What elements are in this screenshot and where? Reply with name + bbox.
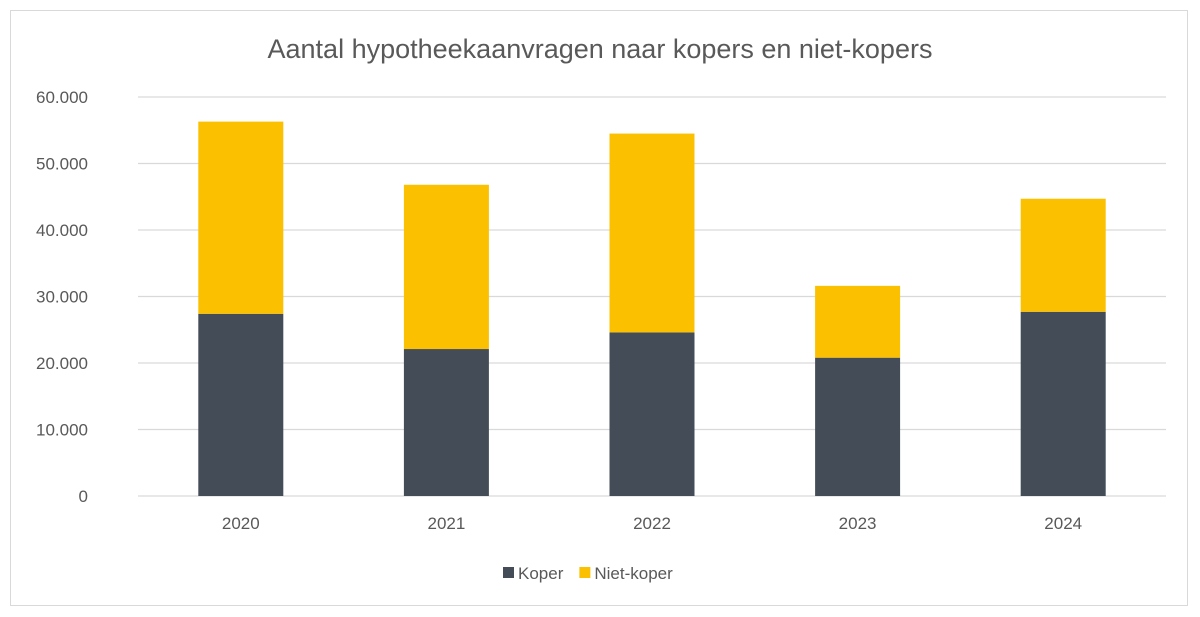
bar-koper-2020 — [198, 313, 284, 496]
x-tick-label: 2021 — [427, 514, 465, 533]
bar-koper-2021 — [403, 349, 489, 496]
bar-niet-koper-2023 — [815, 285, 901, 358]
bar-niet-koper-2022 — [609, 133, 695, 333]
y-tick-label: 0 — [79, 487, 88, 506]
y-tick-label: 60.000 — [36, 88, 88, 107]
y-tick-label: 50.000 — [36, 155, 88, 174]
x-tick-label: 2022 — [633, 514, 671, 533]
bar-niet-koper-2021 — [403, 184, 489, 350]
chart-frame — [10, 10, 1188, 606]
legend-swatch-koper — [503, 567, 514, 578]
legend-swatch-niet-koper — [579, 567, 591, 578]
x-tick-label: 2023 — [839, 514, 877, 533]
y-tick-label: 30.000 — [36, 288, 88, 307]
bar-koper-2022 — [609, 332, 695, 496]
x-tick-label: 2020 — [222, 514, 260, 533]
x-tick-label: 2024 — [1044, 514, 1082, 533]
y-tick-label: 20.000 — [36, 354, 88, 373]
bar-niet-koper-2020 — [198, 121, 284, 314]
legend-label-niet-koper: Niet-koper — [594, 564, 673, 583]
bar-niet-koper-2024 — [1020, 198, 1106, 312]
legend-label-koper: Koper — [518, 564, 564, 583]
y-tick-label: 40.000 — [36, 221, 88, 240]
chart-title: Aantal hypotheekaanvragen naar kopers en… — [268, 34, 933, 64]
bar-koper-2024 — [1020, 311, 1106, 496]
y-tick-label: 10.000 — [36, 421, 88, 440]
bar-koper-2023 — [815, 357, 901, 496]
